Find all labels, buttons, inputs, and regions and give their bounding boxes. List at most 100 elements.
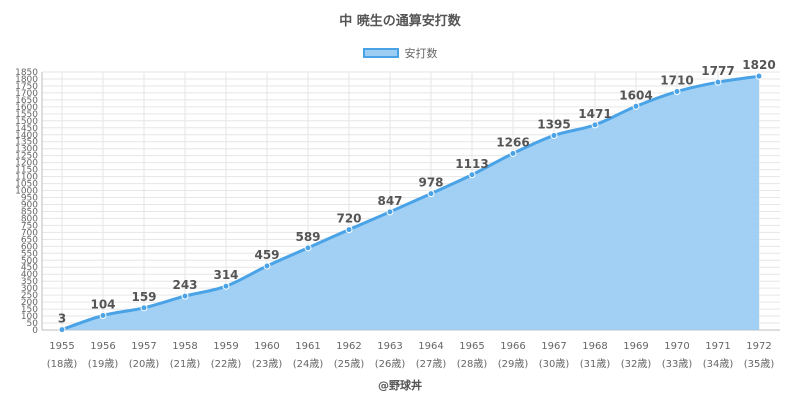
data-label: 847 xyxy=(377,194,402,208)
y-tick-label: 1850 xyxy=(15,68,38,78)
y-tick-label: 100 xyxy=(21,312,38,322)
y-tick-label: 1450 xyxy=(15,124,38,134)
x-tick-label: 1958 xyxy=(172,341,197,352)
y-tick-label: 650 xyxy=(21,235,38,245)
data-point xyxy=(632,102,640,110)
y-tick-label: 1800 xyxy=(15,75,38,85)
y-tick-label: 500 xyxy=(21,256,38,266)
y-tick-label: 250 xyxy=(21,291,38,301)
data-point xyxy=(468,171,476,179)
y-tick-label: 550 xyxy=(21,249,38,259)
x-tick-label: 1972 xyxy=(746,341,771,352)
data-labels: 3 104 159 243 314 459 589 720 847 978 1113 1266 1395… xyxy=(58,58,776,325)
y-tick-label: 350 xyxy=(21,277,38,287)
series-line xyxy=(61,74,760,332)
y-tick-label: 1400 xyxy=(15,131,38,141)
x-tick-label: 1962 xyxy=(336,341,361,352)
y-tick-label: 1500 xyxy=(15,117,38,127)
x-tick-sublabel: (22歳) xyxy=(211,358,242,370)
data-point xyxy=(673,88,681,96)
y-tick-label: 750 xyxy=(21,221,38,231)
data-label: 1471 xyxy=(578,107,611,121)
x-tick-label: 1957 xyxy=(131,341,156,352)
y-tick-label: 150 xyxy=(21,305,38,315)
data-label: 104 xyxy=(90,297,115,311)
y-tick-label: 1050 xyxy=(15,180,38,190)
x-tick-label: 1965 xyxy=(459,341,484,352)
x-tick-label: 1955 xyxy=(49,341,74,352)
y-tick-label: 450 xyxy=(21,263,38,273)
data-point xyxy=(591,121,599,129)
data-point xyxy=(345,226,353,234)
x-tick-sublabel: (18歳) xyxy=(47,358,78,370)
data-point xyxy=(222,282,230,290)
x-tick-label: 1961 xyxy=(295,341,320,352)
data-label: 720 xyxy=(336,212,361,226)
x-tick-sublabel: (19歳) xyxy=(88,358,119,370)
x-tick-label: 1956 xyxy=(90,341,115,352)
x-tick-label: 1970 xyxy=(664,341,689,352)
y-tick-label: 950 xyxy=(21,194,38,204)
data-point xyxy=(99,311,107,319)
data-point xyxy=(755,72,763,80)
data-label: 314 xyxy=(213,268,238,282)
y-tick-label: 700 xyxy=(21,228,38,238)
chart-legend[interactable]: 安打数 xyxy=(0,45,800,61)
x-tick-sublabel: (27歳) xyxy=(416,358,447,370)
x-tick-sublabel: (32歳) xyxy=(621,358,652,370)
data-point xyxy=(550,131,558,139)
data-point xyxy=(181,292,189,300)
data-label: 589 xyxy=(295,230,320,244)
x-tick-label: 1966 xyxy=(500,341,525,352)
x-tick-label: 1959 xyxy=(213,341,238,352)
data-point xyxy=(140,304,148,312)
chart-title: 中 暁生の通算安打数 xyxy=(339,14,461,29)
x-tick-sublabel: (25歳) xyxy=(334,358,365,370)
y-tick-label: 800 xyxy=(21,214,38,224)
y-tick-labels: 0501001502002503003504004505005506006507… xyxy=(15,68,38,336)
data-label: 1710 xyxy=(660,74,693,88)
y-tick-label: 1650 xyxy=(15,96,38,106)
x-tick-label: 1964 xyxy=(418,341,443,352)
y-tick-label: 1700 xyxy=(15,89,38,99)
x-tick-sublabel: (20歳) xyxy=(129,358,160,370)
x-tick-label: 1967 xyxy=(541,341,566,352)
data-label: 1266 xyxy=(496,135,529,149)
legend-label: 安打数 xyxy=(404,47,438,60)
x-tick-sublabel: (21歳) xyxy=(170,358,201,370)
x-tick-labels: 1955 (18歳) 1956 (19歳) 1957 (20歳) 1958 (21歳) 1959… xyxy=(47,341,775,370)
y-tick-label: 1600 xyxy=(15,103,38,113)
y-tick-label: 1000 xyxy=(15,187,38,197)
data-point xyxy=(263,262,271,270)
data-label: 1777 xyxy=(701,64,734,78)
y-tick-label: 0 xyxy=(32,326,38,336)
legend-swatch xyxy=(362,48,399,58)
data-point xyxy=(386,208,394,216)
x-tick-sublabel: (29歳) xyxy=(498,358,529,370)
y-tick-label: 1750 xyxy=(15,82,38,92)
x-tick-sublabel: (26歳) xyxy=(375,358,406,370)
y-tick-label: 1100 xyxy=(15,173,38,183)
data-point xyxy=(304,244,312,252)
x-tick-sublabel: (23歳) xyxy=(252,358,283,370)
data-label: 1604 xyxy=(619,88,652,102)
y-tick-label: 400 xyxy=(21,270,38,280)
x-tick-label: 1960 xyxy=(254,341,279,352)
x-tick-label: 1969 xyxy=(623,341,648,352)
x-tick-sublabel: (30歳) xyxy=(539,358,570,370)
x-tick-sublabel: (35歳) xyxy=(744,358,775,370)
data-label: 1820 xyxy=(742,58,775,72)
data-point xyxy=(58,326,66,334)
y-tick-label: 600 xyxy=(21,242,38,252)
source-credit: @野球丼 xyxy=(378,379,422,392)
y-tick-label: 1200 xyxy=(15,159,38,169)
y-tick-label: 850 xyxy=(21,207,38,217)
data-point xyxy=(714,78,722,86)
x-tick-sublabel: (24歳) xyxy=(293,358,324,370)
data-point xyxy=(427,190,435,198)
data-label: 3 xyxy=(58,312,66,326)
y-tick-label: 50 xyxy=(27,319,39,329)
y-tick-label: 1550 xyxy=(15,110,38,120)
data-label: 159 xyxy=(131,290,156,304)
